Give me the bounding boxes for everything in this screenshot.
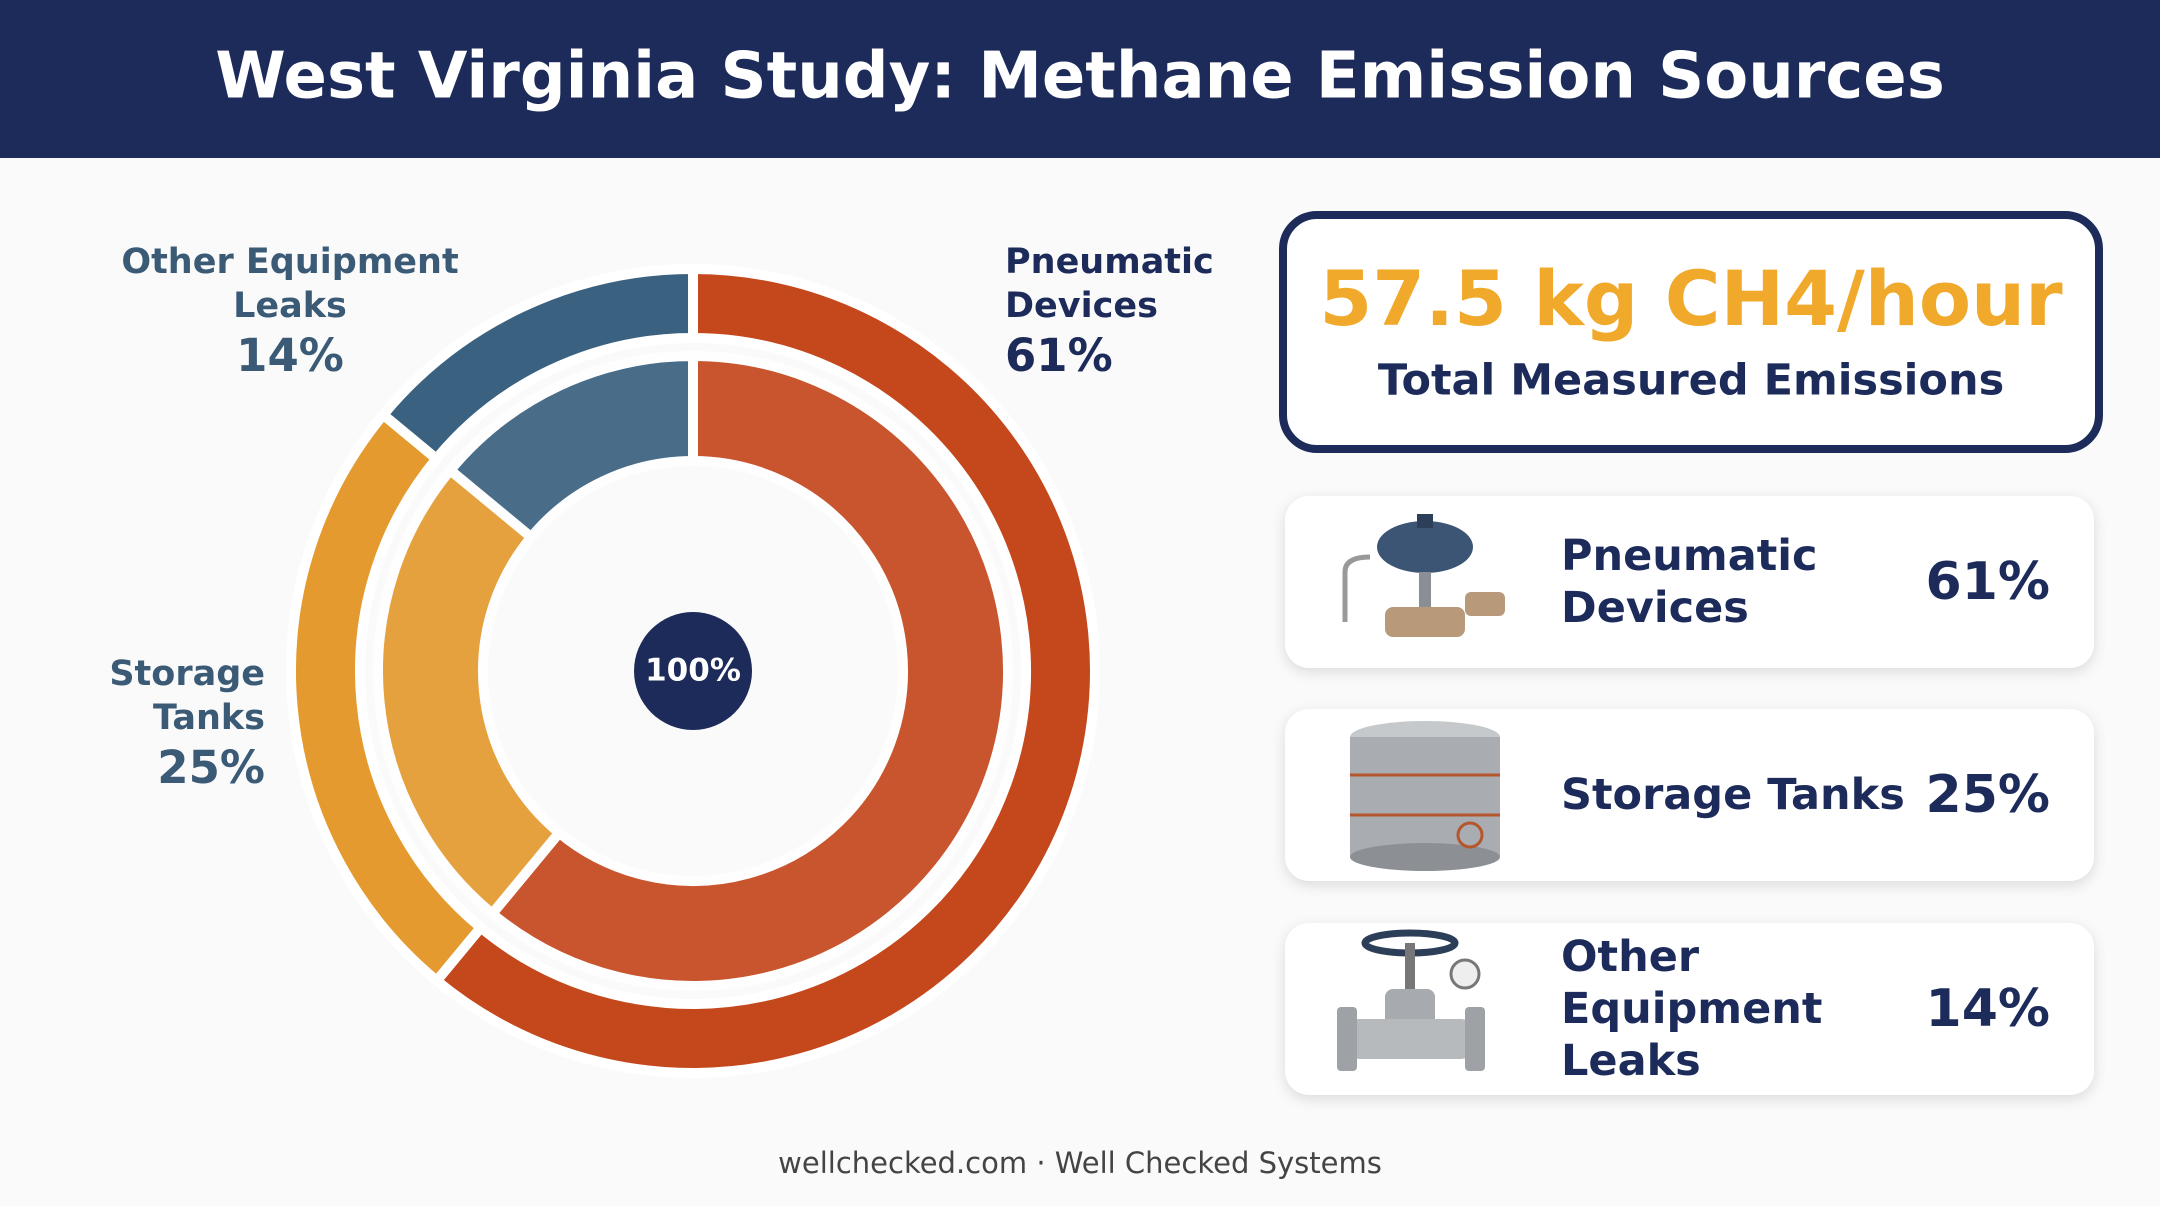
slice-value: 25% [157,741,265,794]
card-name: Other Equipment Leaks [1561,932,1823,1086]
source-card: Pneumatic Devices 61% [1285,496,2094,668]
slice-name: Pneumatic Devices [1005,242,1214,326]
slice-value: 14% [236,329,344,382]
gate-valve-icon [1337,929,1485,1071]
center-label: 100% [645,653,741,689]
total-label: Total Measured Emissions [1378,356,2004,406]
slice-name: Storage Tanks [109,654,265,738]
slice-name: Other Equipment Leaks [121,242,459,326]
slice-value: 61% [1005,329,1113,382]
header-bar [0,0,2160,158]
source-card: Other Equipment Leaks 14% [1285,923,2094,1095]
inner-slice [443,350,698,545]
slice-label: Other Equipment Leaks 14% [60,240,520,384]
footer: wellchecked.com · Well Checked Systems [778,1146,1382,1180]
source-card: Storage Tanks 25% [1285,709,2094,881]
donut [286,263,1100,1078]
valve-icon [1342,514,1505,637]
total-box [1279,211,2103,453]
tank-icon [1350,721,1500,871]
inner-slice [373,463,567,921]
card-value: 61% [1925,552,2050,612]
card-value: 14% [1925,979,2050,1039]
outer-slice [429,263,1100,1078]
card-value: 25% [1925,765,2050,825]
chart-title: West Virginia Study: Methane Emission So… [215,40,1945,114]
outer-slice [376,263,698,466]
card-name: Pneumatic Devices [1561,531,1818,633]
center-badge [634,612,752,730]
slice-label: Storage Tanks 25% [100,652,265,796]
inner-slice [485,350,1013,991]
card-name: Storage Tanks [1561,770,1905,820]
total-value: 57.5 kg CH4/hour [1319,254,2063,343]
slice-label: Pneumatic Devices 61% [1005,240,1245,384]
